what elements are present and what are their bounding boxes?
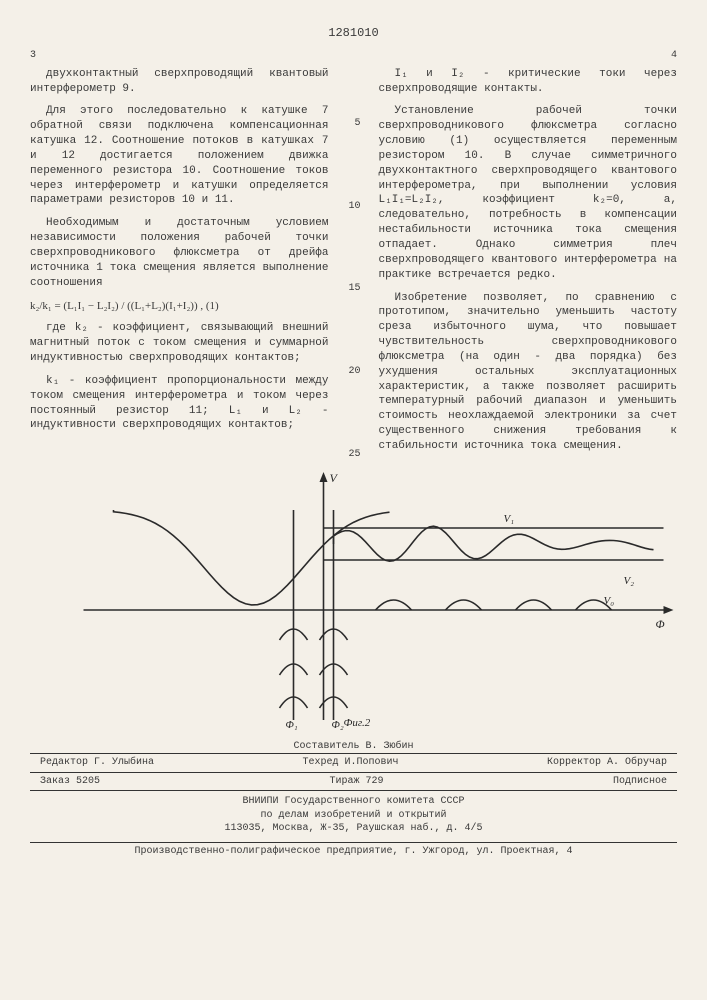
para: Необходимым и достаточным условием незав… [30, 216, 329, 290]
para: Установление рабочей точки сверхпроводни… [379, 104, 678, 282]
sign: Подписное [613, 775, 667, 789]
svg-text:V₀: V₀ [604, 595, 615, 607]
order: Заказ 5205 [40, 775, 100, 789]
tirazh: Тираж 729 [329, 775, 383, 789]
line-num: 5 [347, 117, 361, 131]
para: k₁ - коэффициент пропорциональности межд… [30, 374, 329, 433]
svg-text:Φ₂: Φ₂ [332, 719, 344, 730]
page-num-left: 3 [30, 49, 36, 63]
org-line: по делам изобретений и открытий [30, 809, 677, 823]
para: двухконтактный сверхпроводящий квантовый… [30, 67, 329, 97]
org-line: ВНИИПИ Государственного комитета СССР [30, 795, 677, 809]
svg-text:V₂: V₂ [624, 575, 635, 587]
order-row: Заказ 5205 Тираж 729 Подписное [30, 772, 677, 791]
left-column: двухконтактный сверхпроводящий квантовый… [30, 67, 329, 462]
footer: Составитель В. Зюбин Редактор Г. Улыбина… [30, 740, 677, 859]
editor: Редактор Г. Улыбина [40, 756, 154, 770]
corrector: Корректор А. Обручар [547, 756, 667, 770]
techred: Техред И.Попович [302, 756, 398, 770]
svg-text:V₁: V₁ [504, 513, 515, 525]
line-num: 15 [347, 282, 361, 296]
print-line: Производственно-полиграфическое предприя… [30, 845, 677, 859]
para: I₁ и I₂ - критические токи через сверхпр… [379, 67, 678, 97]
figure-2: V Φ Φ₁ Φ₂ V₁ V₂ V₀ Фиг.2 [30, 470, 677, 730]
svg-text:Φ₁: Φ₁ [286, 719, 298, 730]
line-num: 10 [347, 200, 361, 214]
para: Для этого последовательно к катушке 7 об… [30, 104, 329, 208]
page-header: 3 4 [30, 49, 677, 63]
para: Изобретение позволяет, по сравнению с пр… [379, 291, 678, 454]
right-column: I₁ и I₂ - критические токи через сверхпр… [379, 67, 678, 462]
line-number-gutter: 5 10 15 20 25 [347, 67, 361, 462]
text-columns: двухконтактный сверхпроводящий квантовый… [30, 67, 677, 462]
line-num: 20 [347, 365, 361, 379]
equation-1: k₂/k₁ = (L₁I₁ − L₂I₂) / ((L₁+L₂)(I₁+I₂))… [30, 299, 329, 314]
para: где k₂ - коэффициент, связывающий внешни… [30, 321, 329, 366]
svg-text:V: V [330, 471, 339, 485]
divider [30, 842, 677, 843]
credits-row: Редактор Г. Улыбина Техред И.Попович Кор… [30, 753, 677, 772]
svg-text:Фиг.2: Фиг.2 [344, 717, 371, 729]
svg-text:Φ: Φ [656, 617, 665, 631]
document-number: 1281010 [30, 25, 677, 41]
line-num: 25 [347, 448, 361, 462]
org-block: ВНИИПИ Государственного комитета СССР по… [30, 790, 677, 840]
addr-line: 113035, Москва, Ж-35, Раушская наб., д. … [30, 822, 677, 836]
composer: Составитель В. Зюбин [30, 740, 677, 754]
page-num-right: 4 [671, 49, 677, 63]
